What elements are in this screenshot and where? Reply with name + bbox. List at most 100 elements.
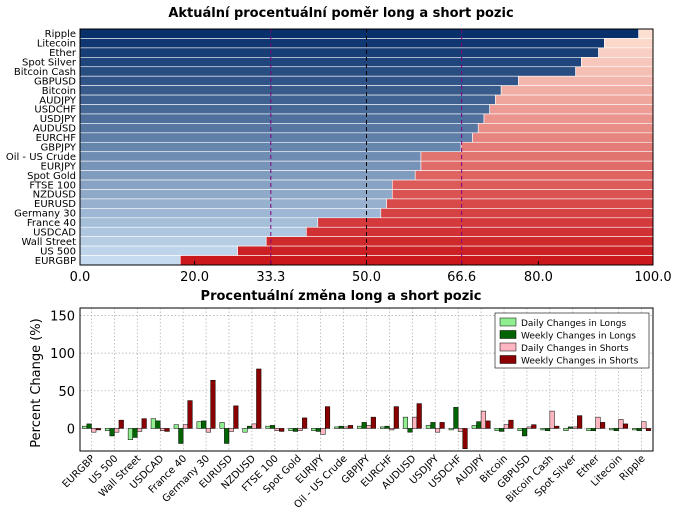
long-bar [79, 189, 393, 200]
category-label: Bitcoin [42, 86, 76, 97]
change-bar [636, 428, 642, 431]
change-bar [233, 405, 239, 429]
change-bar [531, 424, 537, 429]
change-bar [384, 425, 390, 429]
long-bar [79, 47, 599, 58]
category-label: EURGBP [35, 256, 76, 267]
change-bar [91, 428, 97, 433]
short-bar [472, 132, 654, 143]
legend-swatch [499, 342, 517, 352]
category-label: FTSE 100 [29, 180, 76, 191]
category-label: GBPUSD [34, 76, 76, 87]
category-label: USDCHF [34, 105, 76, 116]
change-bar [457, 428, 464, 432]
long-bar [79, 217, 319, 228]
change-bar [320, 428, 326, 435]
short-bar [500, 85, 654, 96]
change-bar [540, 428, 546, 431]
short-bar [420, 151, 654, 162]
legend-label: Daily Changes in Longs [521, 319, 626, 329]
bottom-chart-bars [82, 368, 651, 449]
change-bar [577, 415, 583, 429]
change-bar [338, 425, 344, 429]
category-label: GBPJPY [40, 143, 76, 154]
change-bar [201, 420, 207, 429]
change-bar [347, 425, 353, 429]
short-bar [518, 75, 654, 86]
legend-label: Weekly Changes in Shorts [521, 357, 639, 367]
change-bar [448, 428, 454, 431]
change-bar [641, 421, 647, 429]
y-tick-label: 100 [50, 347, 75, 362]
change-bar [269, 425, 276, 429]
top-chart-x-ticks: 0.0 20.0 33.3 50.0 66.6 80.0 100.0 [70, 261, 672, 285]
category-label: EURCHF [36, 133, 77, 144]
change-bar [572, 426, 578, 429]
change-bar [645, 428, 651, 431]
change-bar [503, 424, 509, 429]
category-label: Litecoin [37, 39, 76, 50]
change-bar [370, 416, 376, 429]
change-bar [526, 426, 532, 429]
legend-box [494, 312, 650, 369]
short-bar [420, 160, 654, 171]
change-bar [632, 428, 638, 431]
category-label: EURJPY [41, 161, 77, 172]
change-bar [137, 428, 143, 432]
change-bar [210, 380, 216, 429]
short-bar [575, 66, 654, 77]
long-bar [79, 104, 490, 115]
short-bar [598, 47, 654, 58]
change-bar [485, 420, 491, 429]
change-bar [600, 422, 606, 429]
change-bar [315, 428, 321, 432]
change-bar [389, 428, 395, 431]
long-bar [79, 255, 181, 266]
short-bar [237, 245, 654, 256]
change-bar [586, 428, 592, 431]
change-bar [242, 428, 248, 433]
x-tick-label: 0.0 [70, 270, 91, 285]
change-bar [407, 428, 413, 433]
change-bar [416, 403, 422, 429]
change-bar [86, 423, 92, 429]
change-bar [274, 428, 280, 431]
change-bar [302, 417, 308, 429]
long-bar [79, 160, 422, 171]
category-label: NZDUSD [33, 190, 77, 201]
change-bar [393, 406, 399, 429]
change-bar [380, 426, 386, 429]
y-tick-label: 0 [67, 422, 75, 437]
change-bar [366, 425, 372, 429]
short-bar [306, 226, 654, 237]
short-bar [477, 123, 654, 134]
change-bar [141, 418, 147, 429]
change-bar [279, 428, 285, 432]
long-bar [79, 236, 267, 247]
change-bar [357, 425, 363, 429]
legend-swatch [499, 355, 517, 364]
category-label: Ripple [45, 29, 76, 40]
change-bar [288, 428, 294, 431]
short-bar [179, 255, 654, 266]
change-bar [247, 425, 253, 429]
change-bar [508, 419, 514, 429]
long-bar [79, 245, 238, 256]
long-bar [79, 132, 473, 143]
change-bar [439, 422, 445, 429]
category-label: USDJPY [40, 114, 77, 125]
x-tick-label: 66.6 [447, 270, 476, 285]
short-bar [317, 217, 654, 228]
short-bar [460, 141, 654, 153]
change-bar [595, 416, 601, 429]
change-bar [462, 428, 468, 449]
change-bar [563, 428, 569, 431]
change-bar [522, 428, 528, 437]
long-bar [79, 123, 479, 134]
change-bar [196, 421, 202, 429]
top-chart-frame [79, 28, 654, 266]
change-bar [292, 428, 298, 432]
